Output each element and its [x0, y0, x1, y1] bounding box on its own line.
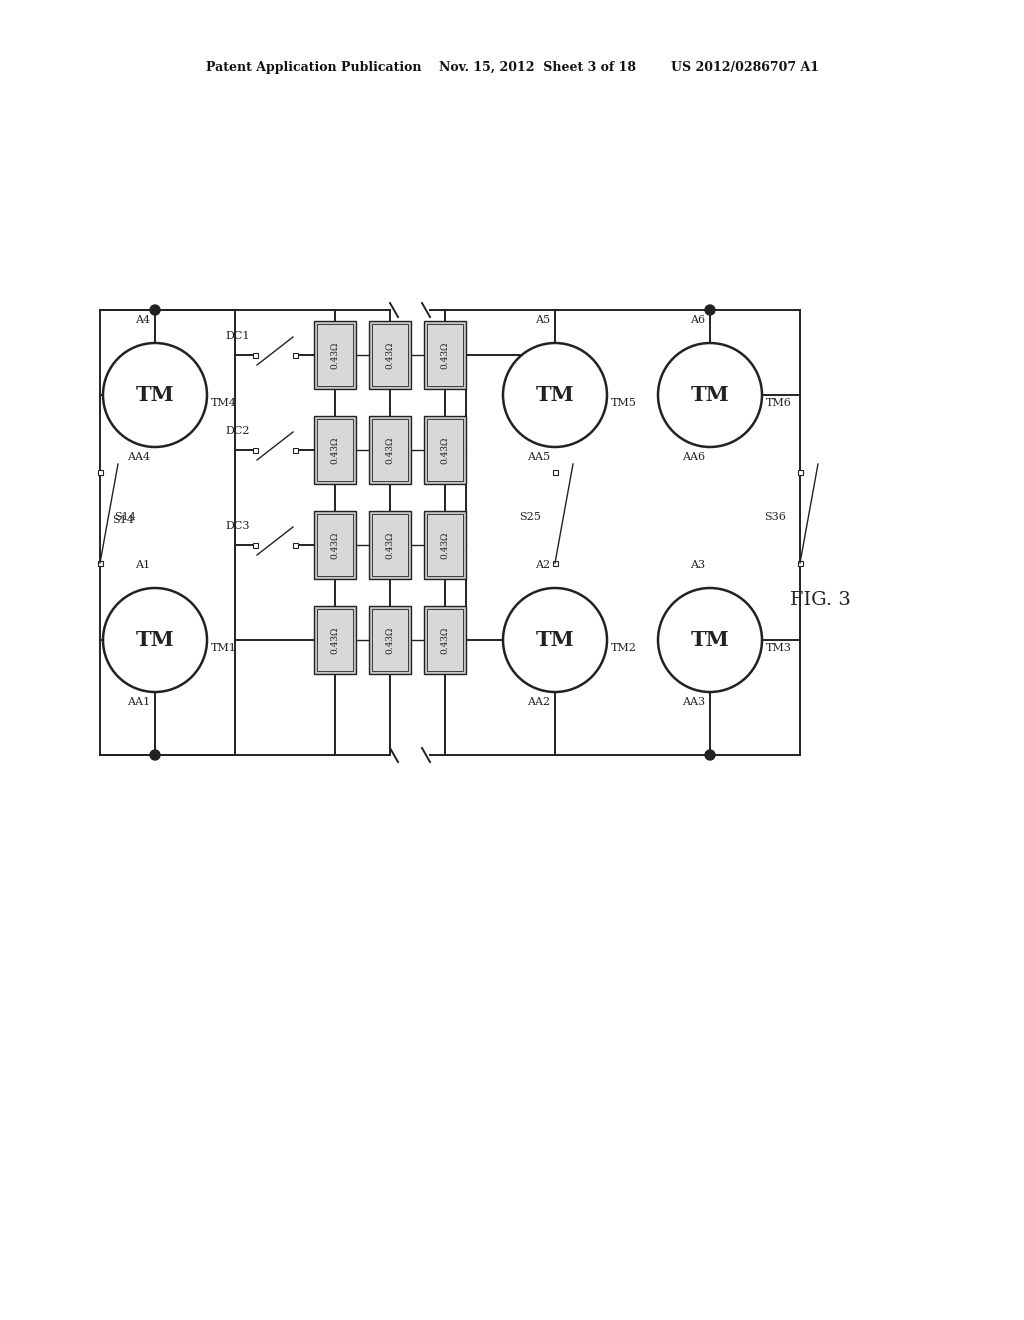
Text: AA4: AA4	[127, 451, 150, 462]
Bar	[314, 416, 356, 484]
Bar	[553, 470, 557, 474]
Text: S14: S14	[112, 515, 134, 525]
Bar	[424, 321, 466, 389]
Text: TM: TM	[690, 385, 729, 405]
Circle shape	[150, 305, 160, 315]
Text: DC3: DC3	[225, 521, 250, 531]
Bar	[427, 418, 463, 480]
Bar	[553, 561, 557, 565]
Text: 0.43Ω: 0.43Ω	[440, 532, 450, 558]
Text: A1: A1	[135, 560, 150, 570]
Circle shape	[503, 343, 607, 447]
Bar	[317, 609, 353, 671]
Text: 0.43Ω: 0.43Ω	[440, 437, 450, 463]
Bar	[372, 513, 408, 576]
Text: TM: TM	[536, 385, 574, 405]
Bar	[369, 416, 411, 484]
Text: AA2: AA2	[527, 697, 550, 708]
Text: A3: A3	[690, 560, 705, 570]
Text: 0.43Ω: 0.43Ω	[331, 626, 340, 653]
Text: 0.43Ω: 0.43Ω	[385, 626, 394, 653]
Bar	[293, 447, 298, 453]
Text: 0.43Ω: 0.43Ω	[440, 342, 450, 368]
Circle shape	[658, 343, 762, 447]
Bar	[253, 447, 257, 453]
Text: TM2: TM2	[611, 643, 637, 653]
Bar	[317, 323, 353, 385]
Text: TM6: TM6	[766, 399, 792, 408]
Text: A5: A5	[535, 315, 550, 325]
Bar	[798, 561, 803, 565]
Bar	[253, 352, 257, 358]
Bar	[372, 609, 408, 671]
Bar	[314, 511, 356, 579]
Text: A4: A4	[135, 315, 150, 325]
Text: S25: S25	[519, 512, 541, 523]
Circle shape	[705, 750, 715, 760]
Text: 0.43Ω: 0.43Ω	[331, 342, 340, 368]
Bar	[372, 418, 408, 480]
Bar	[369, 511, 411, 579]
Bar	[424, 511, 466, 579]
Text: AA5: AA5	[527, 451, 550, 462]
Bar	[369, 321, 411, 389]
Circle shape	[705, 305, 715, 315]
Text: TM4: TM4	[211, 399, 237, 408]
Bar	[369, 606, 411, 675]
Bar	[97, 561, 102, 565]
Circle shape	[103, 587, 207, 692]
Bar	[253, 543, 257, 548]
Text: TM: TM	[135, 630, 174, 649]
Text: FIG. 3: FIG. 3	[790, 591, 851, 609]
Bar	[317, 513, 353, 576]
Bar	[798, 470, 803, 474]
Bar	[293, 543, 298, 548]
Circle shape	[658, 587, 762, 692]
Text: 0.43Ω: 0.43Ω	[331, 532, 340, 558]
Bar	[427, 323, 463, 385]
Text: TM: TM	[135, 385, 174, 405]
Text: A2: A2	[535, 560, 550, 570]
Circle shape	[103, 343, 207, 447]
Bar	[293, 352, 298, 358]
Text: TM: TM	[690, 630, 729, 649]
Text: AA1: AA1	[127, 697, 150, 708]
Bar	[317, 418, 353, 480]
Text: DC2: DC2	[225, 426, 250, 436]
Text: S36: S36	[764, 512, 786, 523]
Text: AA3: AA3	[682, 697, 705, 708]
Text: 0.43Ω: 0.43Ω	[440, 626, 450, 653]
Text: S14: S14	[114, 512, 136, 523]
Text: 0.43Ω: 0.43Ω	[331, 437, 340, 463]
Bar	[97, 470, 102, 474]
Text: AA6: AA6	[682, 451, 705, 462]
Bar	[372, 323, 408, 385]
Text: A6: A6	[690, 315, 705, 325]
Text: Patent Application Publication    Nov. 15, 2012  Sheet 3 of 18        US 2012/02: Patent Application Publication Nov. 15, …	[206, 62, 818, 74]
Text: TM1: TM1	[211, 643, 237, 653]
Circle shape	[150, 750, 160, 760]
Text: TM3: TM3	[766, 643, 792, 653]
Text: 0.43Ω: 0.43Ω	[385, 342, 394, 368]
Bar	[314, 606, 356, 675]
Bar	[427, 609, 463, 671]
Bar	[314, 321, 356, 389]
Text: DC1: DC1	[225, 331, 250, 341]
Circle shape	[503, 587, 607, 692]
Text: TM: TM	[536, 630, 574, 649]
Bar	[424, 416, 466, 484]
Bar	[424, 606, 466, 675]
Text: 0.43Ω: 0.43Ω	[385, 437, 394, 463]
Text: 0.43Ω: 0.43Ω	[385, 532, 394, 558]
Text: TM5: TM5	[611, 399, 637, 408]
Bar	[427, 513, 463, 576]
